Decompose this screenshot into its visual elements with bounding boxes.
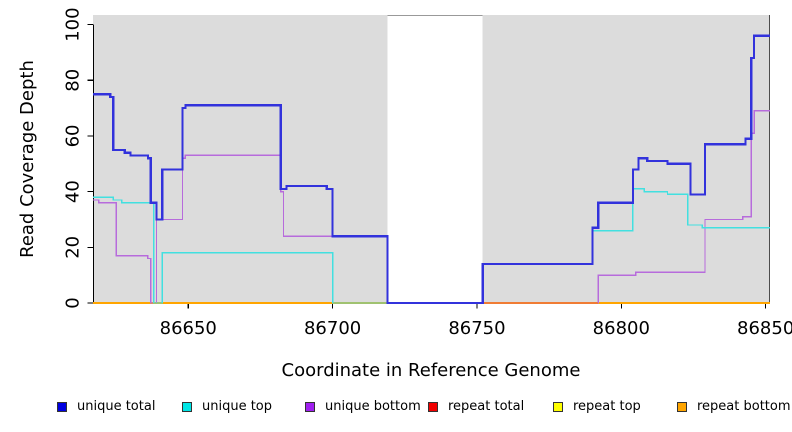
unique-top-swatch-icon xyxy=(182,402,192,412)
legend-item-unique-total: unique total xyxy=(57,398,155,416)
unique-bottom-swatch-icon xyxy=(305,402,315,412)
legend-item-unique-top: unique top xyxy=(182,398,272,416)
svg-text:40: 40 xyxy=(63,180,84,203)
svg-text:86750: 86750 xyxy=(448,318,505,339)
legend-label: unique top xyxy=(202,399,273,414)
legend-label: repeat total xyxy=(448,399,525,414)
series-layer xyxy=(93,34,770,305)
svg-text:80: 80 xyxy=(63,69,84,92)
repeat-bottom-swatch-icon xyxy=(677,402,687,412)
legend-label: unique total xyxy=(77,399,156,414)
svg-text:0: 0 xyxy=(63,297,84,308)
series-unique-total xyxy=(93,34,770,305)
svg-text:86850: 86850 xyxy=(737,318,792,339)
svg-text:86700: 86700 xyxy=(304,318,361,339)
legend-item-repeat-top: repeat top xyxy=(553,398,641,416)
legend-item-repeat-total: repeat total xyxy=(428,398,524,416)
series-unique-bottom xyxy=(93,110,770,304)
repeat-top-swatch-icon xyxy=(553,402,563,412)
svg-text:86800: 86800 xyxy=(593,318,650,339)
legend-item-unique-bottom: unique bottom xyxy=(305,398,421,416)
x-axis-title: Coordinate in Reference Genome xyxy=(282,360,581,381)
legend: unique total unique top unique bottom re… xyxy=(0,398,792,418)
repeat-total-swatch-icon xyxy=(428,402,438,412)
axes-layer: 0 20 40 60 80 100 86650 86700 86750 86800 86850 xyxy=(63,7,792,339)
unique-total-swatch-icon xyxy=(57,402,67,412)
svg-text:100: 100 xyxy=(63,7,84,41)
svg-text:20: 20 xyxy=(63,236,84,259)
svg-text:60: 60 xyxy=(63,125,84,148)
legend-item-repeat-bottom: repeat bottom xyxy=(677,398,791,416)
legend-label: repeat bottom xyxy=(697,399,791,414)
y-axis-title: Read Coverage Depth xyxy=(17,60,38,258)
svg-text:86650: 86650 xyxy=(160,318,217,339)
plot-background-layer xyxy=(93,14,771,303)
legend-label: unique bottom xyxy=(325,399,421,414)
legend-label: repeat top xyxy=(573,399,641,414)
